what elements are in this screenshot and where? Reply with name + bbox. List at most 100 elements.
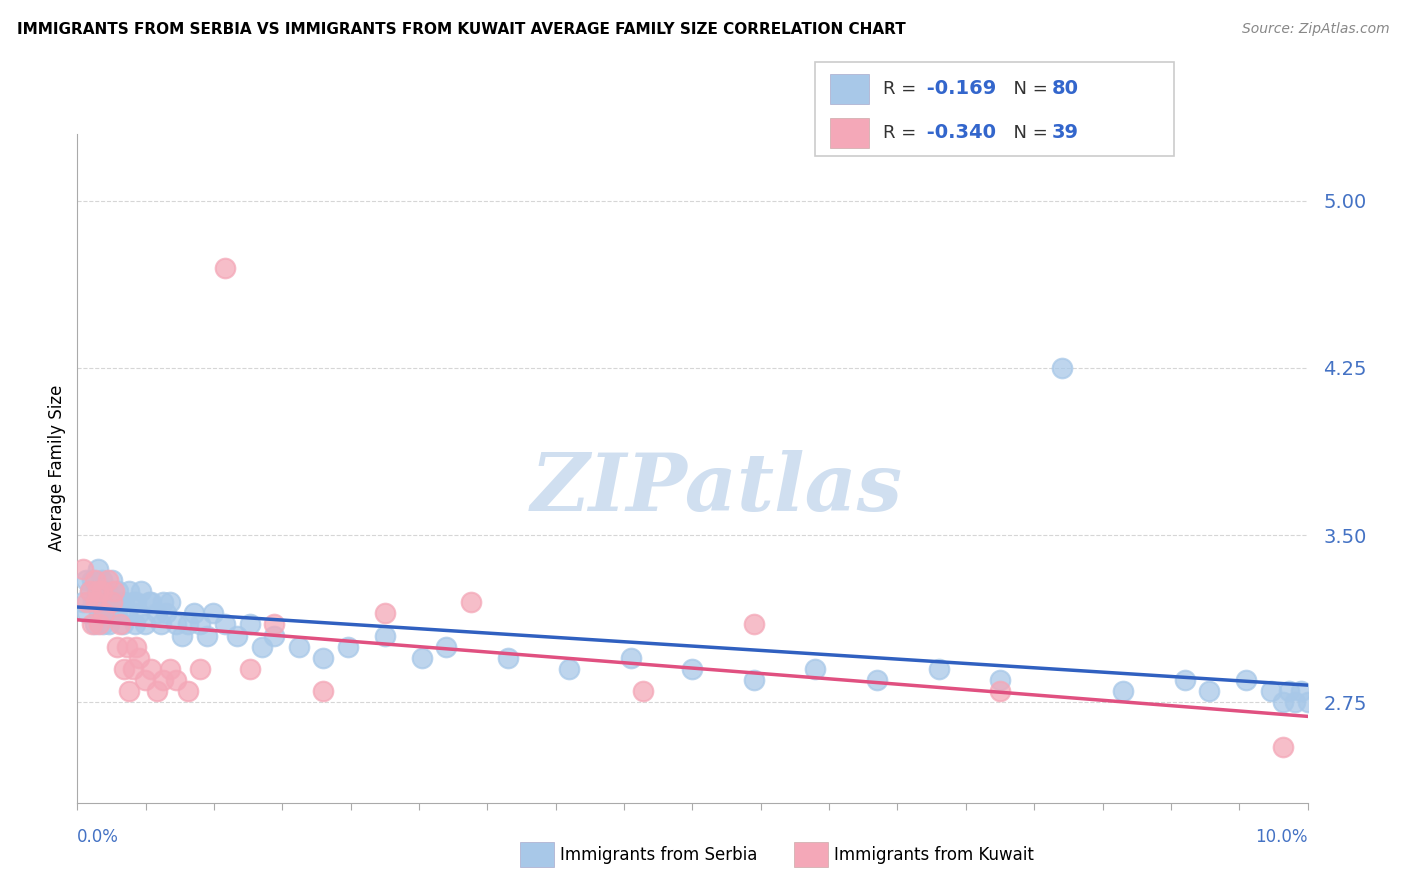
Point <box>1272 696 1295 710</box>
Point <box>214 617 236 632</box>
Point <box>96 595 118 609</box>
Point <box>141 595 163 609</box>
Point <box>188 662 212 676</box>
Point <box>165 617 187 632</box>
Point <box>82 595 104 609</box>
Point <box>988 684 1011 698</box>
Point <box>89 617 111 632</box>
Point <box>1234 673 1257 688</box>
Point <box>742 617 765 632</box>
Point <box>84 595 107 609</box>
Point <box>337 640 360 654</box>
Point <box>1260 684 1282 698</box>
Point <box>159 595 181 609</box>
Text: 10.0%: 10.0% <box>1256 828 1308 846</box>
Point <box>125 595 148 609</box>
Point <box>90 573 114 587</box>
Point <box>374 629 396 643</box>
Point <box>118 684 141 698</box>
Point <box>121 595 143 609</box>
Text: N =: N = <box>1002 124 1054 142</box>
Point <box>1050 361 1073 376</box>
Point <box>72 595 94 609</box>
Point <box>620 651 643 665</box>
Point <box>201 607 224 621</box>
Point <box>101 595 124 609</box>
Point <box>91 617 114 632</box>
Point <box>155 607 177 621</box>
Point <box>928 662 950 676</box>
Text: N =: N = <box>1002 79 1054 97</box>
Point <box>82 573 104 587</box>
Point <box>866 673 889 688</box>
Point <box>110 617 132 632</box>
Point <box>134 673 156 688</box>
Text: 0.0%: 0.0% <box>77 828 120 846</box>
Text: ZIPatlas: ZIPatlas <box>531 450 903 527</box>
Point <box>94 607 117 621</box>
Point <box>76 595 98 609</box>
Point <box>82 617 104 632</box>
Point <box>79 584 101 599</box>
Y-axis label: Average Family Size: Average Family Size <box>48 385 66 551</box>
Point <box>100 595 122 609</box>
Text: Immigrants from Serbia: Immigrants from Serbia <box>560 846 756 863</box>
Point <box>1296 696 1319 710</box>
Point <box>177 617 200 632</box>
Point <box>105 607 128 621</box>
Point <box>170 629 193 643</box>
Point <box>1278 684 1301 698</box>
Point <box>146 607 169 621</box>
Point <box>72 562 94 576</box>
Point <box>1291 684 1313 698</box>
Point <box>107 584 129 599</box>
Point <box>152 673 174 688</box>
Point <box>86 584 108 599</box>
Point <box>374 607 396 621</box>
Point <box>115 640 138 654</box>
Point <box>83 617 105 632</box>
Point <box>97 584 120 599</box>
Point <box>804 662 827 676</box>
Point <box>1174 673 1197 688</box>
Text: -0.340: -0.340 <box>920 123 995 142</box>
Point <box>76 607 98 621</box>
Point <box>75 573 97 587</box>
Point <box>1198 684 1220 698</box>
Text: 80: 80 <box>1052 79 1078 98</box>
Point <box>183 607 205 621</box>
Point <box>214 260 236 275</box>
Text: Immigrants from Kuwait: Immigrants from Kuwait <box>834 846 1033 863</box>
Point <box>742 673 765 688</box>
Text: Source: ZipAtlas.com: Source: ZipAtlas.com <box>1241 22 1389 37</box>
Point <box>496 651 519 665</box>
Text: IMMIGRANTS FROM SERBIA VS IMMIGRANTS FROM KUWAIT AVERAGE FAMILY SIZE CORRELATION: IMMIGRANTS FROM SERBIA VS IMMIGRANTS FRO… <box>17 22 905 37</box>
Point <box>436 640 458 654</box>
Point <box>93 584 115 599</box>
Point <box>1272 740 1295 755</box>
Point <box>84 595 107 609</box>
Point <box>103 584 125 599</box>
Point <box>159 662 181 676</box>
Point <box>1112 684 1135 698</box>
Point <box>79 584 101 599</box>
Point <box>226 629 249 643</box>
Point <box>105 640 128 654</box>
Point <box>682 662 704 676</box>
Point <box>558 662 581 676</box>
Point <box>138 595 160 609</box>
Point <box>87 584 110 599</box>
Point <box>110 595 132 609</box>
Point <box>87 562 110 576</box>
Point <box>125 640 148 654</box>
Point <box>165 673 187 688</box>
Point <box>263 629 285 643</box>
Point <box>134 617 156 632</box>
Point <box>1284 696 1306 710</box>
Point <box>98 617 121 632</box>
Point <box>90 584 114 599</box>
Point <box>111 617 134 632</box>
Point <box>93 607 115 621</box>
Point <box>239 662 262 676</box>
Point <box>312 651 335 665</box>
